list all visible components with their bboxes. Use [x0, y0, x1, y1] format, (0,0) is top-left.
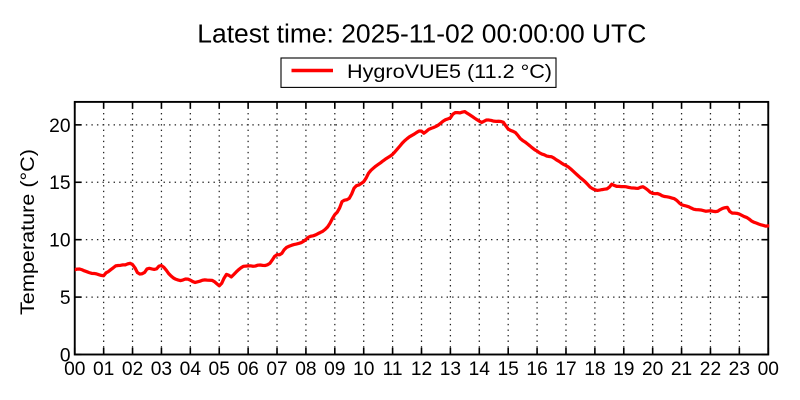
svg-text:13: 13	[440, 359, 461, 380]
svg-text:07: 07	[266, 359, 287, 380]
svg-text:09: 09	[324, 359, 345, 380]
svg-text:04: 04	[180, 359, 202, 380]
svg-text:Latest time: 2025-11-02 00:00:: Latest time: 2025-11-02 00:00:00 UTC	[197, 19, 646, 49]
svg-text:0: 0	[60, 345, 71, 366]
svg-text:14: 14	[469, 359, 491, 380]
svg-text:01: 01	[93, 359, 114, 380]
svg-text:21: 21	[671, 359, 692, 380]
svg-text:20: 20	[49, 116, 70, 137]
svg-text:16: 16	[526, 359, 547, 380]
svg-text:20: 20	[642, 359, 663, 380]
svg-text:10: 10	[49, 231, 70, 252]
svg-text:10: 10	[353, 359, 374, 380]
svg-text:23: 23	[729, 359, 750, 380]
svg-text:11: 11	[383, 359, 403, 380]
svg-text:22: 22	[700, 359, 721, 380]
svg-text:03: 03	[151, 359, 172, 380]
svg-text:12: 12	[411, 359, 432, 380]
svg-text:19: 19	[613, 359, 634, 380]
svg-text:00: 00	[758, 359, 779, 380]
svg-text:05: 05	[209, 359, 230, 380]
svg-text:17: 17	[555, 359, 576, 380]
svg-text:15: 15	[498, 359, 519, 380]
svg-text:18: 18	[584, 359, 605, 380]
svg-text:00: 00	[64, 359, 85, 380]
svg-text:08: 08	[295, 359, 316, 380]
svg-text:02: 02	[122, 359, 143, 380]
svg-text:HygroVUE5 (11.2 °C): HygroVUE5 (11.2 °C)	[347, 62, 552, 83]
svg-text:Temperature (°C): Temperature (°C)	[18, 149, 39, 315]
svg-text:5: 5	[60, 288, 71, 309]
svg-text:15: 15	[49, 173, 70, 194]
svg-text:06: 06	[237, 359, 258, 380]
